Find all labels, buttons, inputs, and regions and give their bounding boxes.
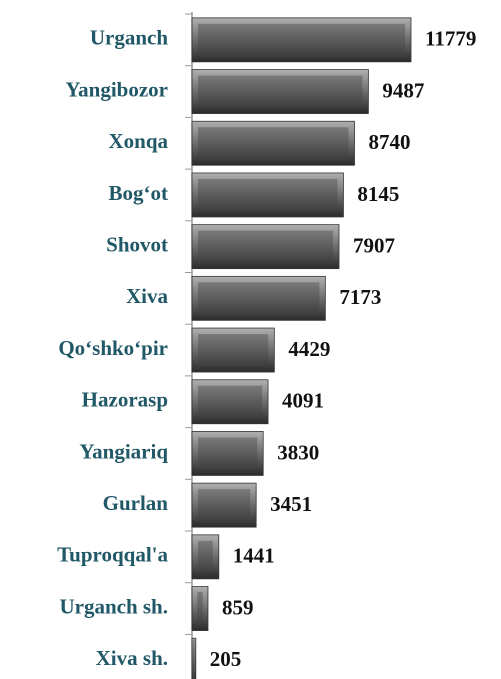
bar-face	[198, 23, 405, 56]
value-label: 8740	[368, 130, 410, 154]
category-label: Yangibozor	[65, 77, 168, 101]
value-label: 1441	[233, 544, 275, 568]
value-label: 7907	[353, 233, 395, 257]
value-label: 8145	[357, 182, 399, 206]
bar-face	[198, 489, 251, 522]
bar-face	[198, 282, 320, 315]
value-label: 205	[210, 647, 242, 671]
category-label: Qo‘shko‘pir	[58, 336, 168, 360]
bar-face	[198, 437, 258, 470]
category-label: Bog‘ot	[109, 181, 169, 205]
bar-face	[197, 591, 203, 626]
category-label: Xiva sh.	[96, 646, 168, 670]
bar-face	[198, 334, 269, 367]
bar-face	[198, 385, 263, 418]
category-label: Tuproqqal'a	[57, 543, 168, 567]
bar-face	[198, 75, 363, 108]
category-label: Xonqa	[108, 129, 168, 153]
category-label: Urganch sh.	[59, 594, 168, 618]
value-label: 3830	[277, 440, 319, 464]
value-label: 7173	[339, 285, 381, 309]
value-label: 9487	[382, 78, 424, 102]
category-label: Shovot	[106, 232, 168, 256]
value-label: 4429	[288, 337, 330, 361]
category-label: Gurlan	[103, 491, 169, 515]
category-label: Xiva	[126, 284, 169, 308]
category-label: Yangiariq	[79, 439, 168, 463]
bar-face	[198, 540, 213, 573]
value-label: 4091	[282, 389, 324, 413]
value-label: 11779	[425, 27, 476, 51]
category-label: Hazorasp	[82, 388, 168, 412]
value-label: 859	[222, 595, 254, 619]
bar-face	[198, 230, 334, 263]
bar-face	[198, 178, 338, 211]
category-label: Urganch	[90, 26, 168, 50]
value-label: 3451	[270, 492, 312, 516]
bar-face	[193, 639, 195, 679]
bar-face	[198, 127, 349, 160]
